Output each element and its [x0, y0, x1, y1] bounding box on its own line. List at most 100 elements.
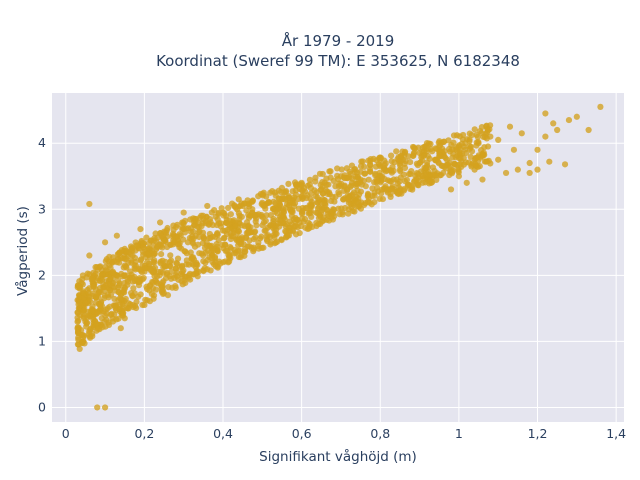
- scatter-point: [282, 195, 289, 202]
- scatter-point: [370, 155, 377, 163]
- x-axis-ticks: 0 0,2 0,4 0,6 0,8 1 1,2 1,4: [62, 426, 626, 441]
- scatter-point: [381, 175, 388, 183]
- scatter-point: [199, 212, 207, 219]
- scatter-point: [323, 181, 330, 188]
- scatter-point: [585, 126, 592, 134]
- scatter-point: [388, 152, 395, 159]
- scatter-point: [258, 233, 265, 240]
- scatter-point: [383, 187, 390, 194]
- scatter-point: [146, 265, 154, 272]
- x-tick-label: 1: [455, 426, 463, 441]
- scatter-point: [237, 254, 244, 261]
- scatter-point: [415, 182, 422, 189]
- scatter-point: [262, 217, 269, 225]
- scatter-point: [403, 176, 410, 183]
- scatter-point: [465, 159, 472, 166]
- scatter-point: [424, 152, 432, 160]
- scatter-point: [306, 176, 314, 183]
- scatter-point: [375, 188, 382, 195]
- scatter-point: [123, 264, 130, 271]
- scatter-point: [473, 131, 480, 139]
- scatter-point: [315, 204, 323, 211]
- scatter-point: [286, 200, 293, 207]
- scatter-point: [355, 176, 362, 183]
- scatter-point: [252, 228, 259, 235]
- scatter-point: [187, 249, 194, 256]
- scatter-point: [131, 262, 138, 269]
- scatter-point: [397, 152, 404, 160]
- scatter-point: [260, 202, 267, 209]
- scatter-point: [124, 276, 131, 283]
- y-tick-label: 2: [38, 267, 46, 282]
- scatter-point: [275, 195, 282, 202]
- scatter-point: [166, 262, 173, 270]
- scatter-point: [542, 133, 549, 140]
- scatter-point: [131, 273, 138, 281]
- scatter-point: [189, 238, 196, 246]
- scatter-point: [482, 134, 489, 141]
- scatter-point: [127, 250, 134, 258]
- scatter-point: [193, 267, 200, 274]
- scatter-point: [381, 162, 388, 169]
- scatter-point: [207, 267, 214, 274]
- scatter-point: [335, 189, 342, 196]
- scatter-point: [237, 202, 244, 209]
- scatter-point: [561, 161, 569, 168]
- scatter-point: [159, 257, 166, 264]
- scatter-point: [495, 156, 502, 163]
- scatter-point: [226, 254, 233, 261]
- scatter-point: [419, 172, 426, 180]
- scatter-point: [109, 279, 117, 286]
- scatter-point: [466, 145, 473, 152]
- scatter-point: [302, 224, 309, 231]
- scatter-point: [236, 247, 243, 254]
- scatter-point: [354, 187, 361, 194]
- scatter-point: [546, 158, 553, 165]
- scatter-point: [362, 183, 369, 190]
- scatter-point: [436, 172, 443, 179]
- scatter-point: [345, 206, 352, 213]
- scatter-point: [431, 167, 438, 175]
- scatter-point: [514, 166, 521, 173]
- scatter-point: [293, 181, 300, 188]
- scatter-point: [128, 245, 135, 253]
- scatter-point: [550, 120, 557, 127]
- scatter-point: [359, 158, 366, 165]
- scatter-point: [407, 158, 414, 166]
- scatter-point: [306, 221, 313, 228]
- scatter-point: [291, 194, 298, 201]
- scatter-point: [193, 259, 200, 266]
- scatter-point: [526, 169, 533, 177]
- scatter-point: [163, 229, 170, 237]
- scatter-point: [332, 193, 339, 200]
- scatter-point: [204, 256, 211, 264]
- scatter-point: [258, 244, 265, 252]
- scatter-point: [81, 307, 88, 314]
- scatter-point: [134, 242, 141, 250]
- scatter-point: [449, 146, 456, 153]
- scatter-point: [292, 187, 299, 194]
- scatter-point: [436, 143, 443, 150]
- scatter-point: [249, 198, 256, 205]
- scatter-point: [365, 191, 372, 198]
- scatter-point: [138, 237, 145, 245]
- scatter-point: [161, 237, 168, 244]
- scatter-point: [393, 148, 400, 155]
- scatter-point: [97, 263, 104, 270]
- scatter-point: [180, 209, 187, 216]
- scatter-point: [312, 178, 319, 185]
- scatter-point: [360, 177, 368, 184]
- scatter-point: [401, 160, 408, 167]
- scatter-point: [267, 212, 274, 219]
- scatter-point: [284, 231, 291, 239]
- scatter-point: [162, 275, 170, 282]
- scatter-point: [92, 294, 100, 301]
- scatter-point: [440, 138, 447, 146]
- scatter-point: [157, 230, 164, 237]
- scatter-point: [98, 302, 106, 309]
- scatter-point: [405, 153, 412, 160]
- scatter-point: [542, 110, 549, 117]
- scatter-point: [242, 248, 249, 255]
- scatter-point: [534, 146, 541, 153]
- scatter-point: [131, 290, 138, 297]
